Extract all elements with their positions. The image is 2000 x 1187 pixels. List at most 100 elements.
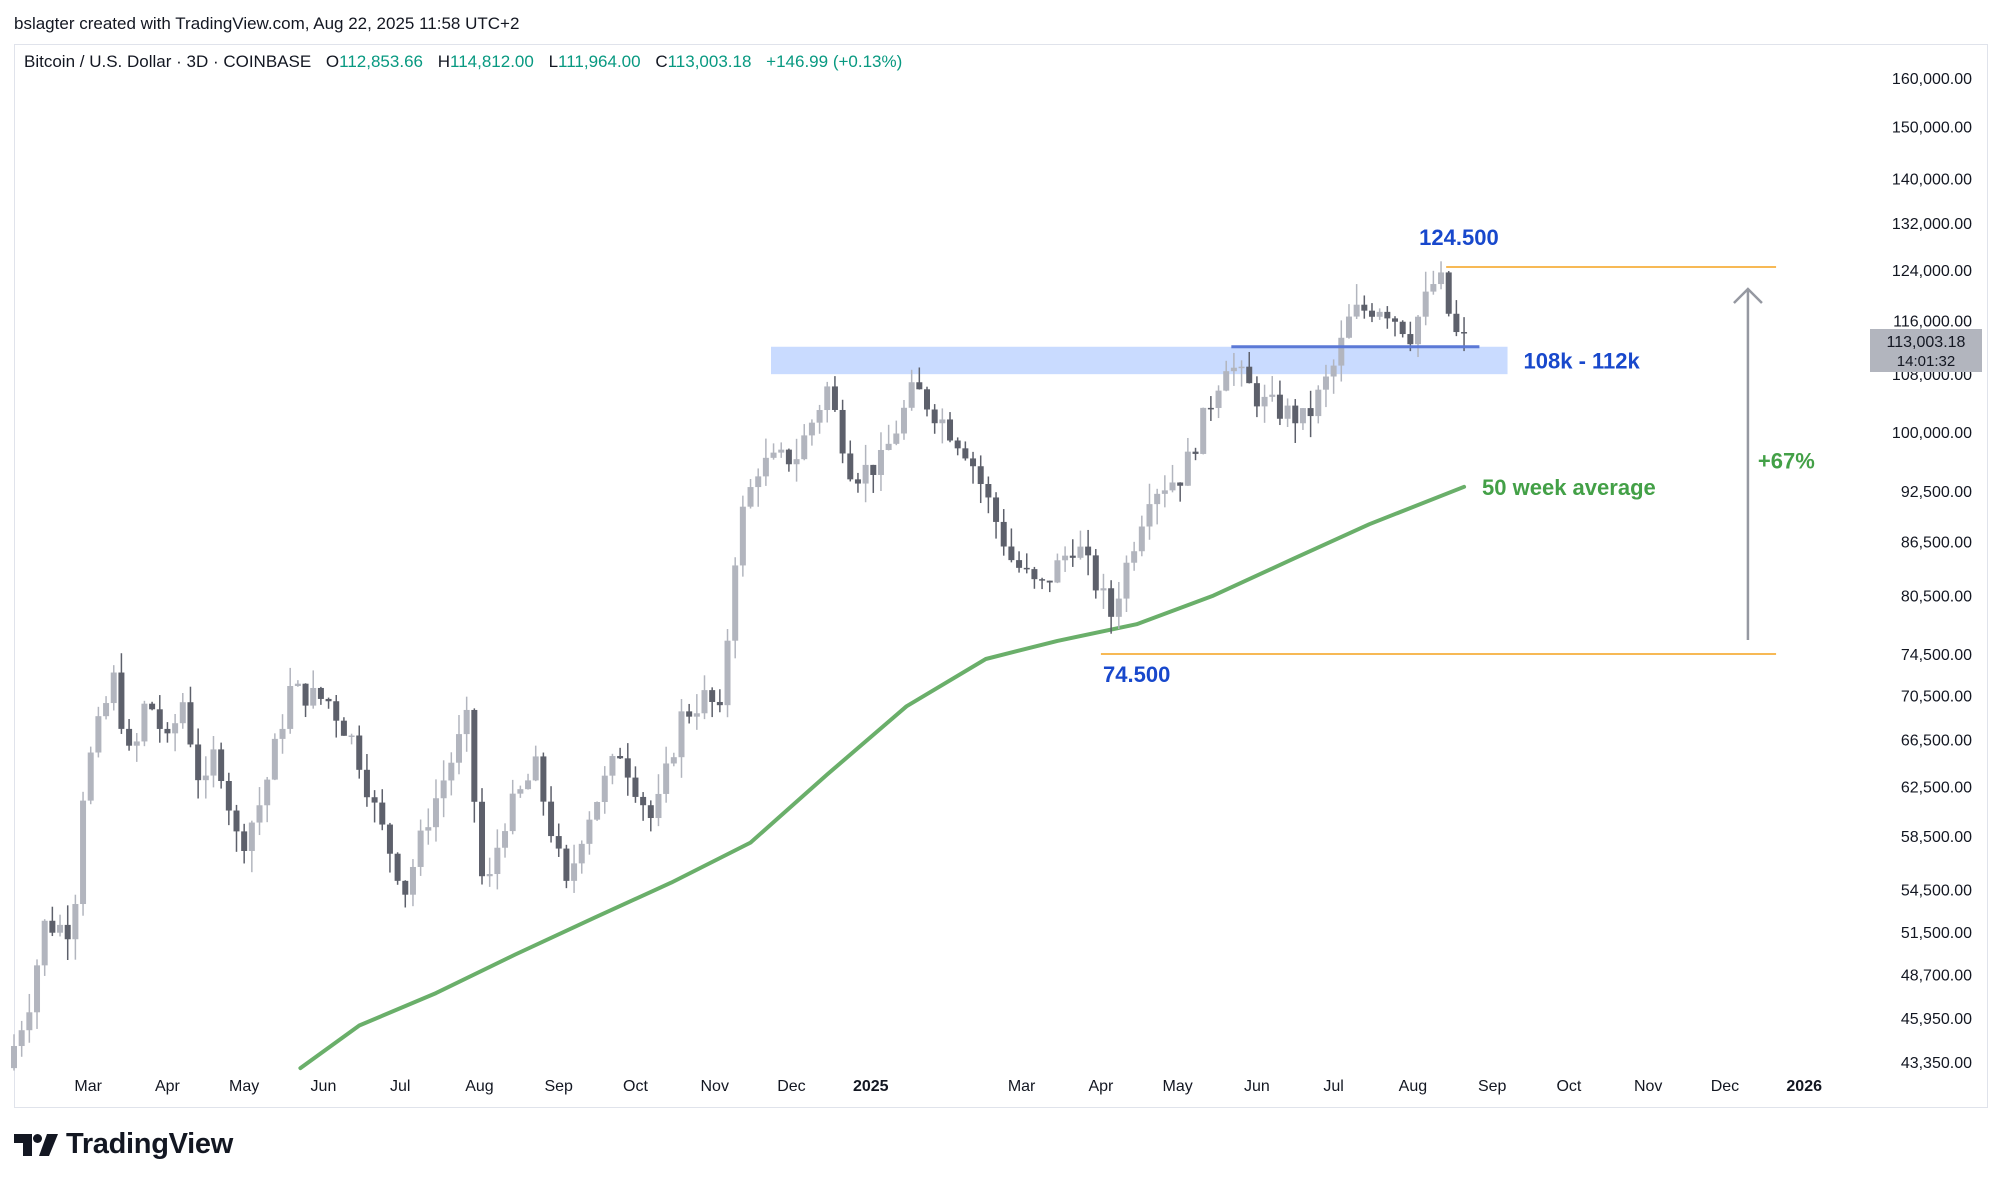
candle — [1376, 308, 1383, 320]
candle-body — [95, 716, 102, 753]
candle — [248, 820, 255, 873]
candle — [939, 408, 946, 444]
candle-body — [770, 452, 777, 458]
candle-body — [432, 798, 439, 828]
candle-body — [202, 775, 209, 781]
candle — [962, 441, 969, 461]
symbol-title[interactable]: Bitcoin / U.S. Dollar · 3D · COINBASE — [24, 52, 312, 71]
candle-body — [1200, 407, 1207, 454]
candle-body — [939, 419, 946, 424]
candle — [348, 733, 355, 745]
candle-body — [379, 802, 386, 825]
candle-body — [110, 672, 117, 704]
candle-body — [1430, 284, 1437, 292]
candle-body — [440, 780, 447, 799]
candle-body — [1338, 337, 1345, 366]
candle — [57, 914, 64, 937]
candle — [225, 772, 232, 826]
tradingview-logo[interactable]: TradingView — [14, 1128, 233, 1161]
y-axis-tick-label: 86,500.00 — [1901, 534, 1972, 551]
candle-body — [747, 487, 754, 507]
zone-label: 108k - 112k — [1524, 348, 1641, 373]
candle — [1161, 475, 1168, 508]
candle-body — [1192, 451, 1199, 454]
candle — [893, 420, 900, 446]
candle-body — [502, 831, 509, 848]
candle-body — [1092, 555, 1099, 591]
candle — [502, 823, 509, 858]
candle — [1115, 581, 1122, 630]
candle — [532, 745, 539, 782]
candle — [455, 715, 462, 775]
candle-body — [1299, 408, 1306, 424]
candle-body — [816, 410, 823, 423]
candle — [379, 789, 386, 831]
candle — [87, 746, 94, 805]
candle-body — [1376, 311, 1383, 317]
candle-body — [678, 711, 685, 758]
candle-body — [479, 801, 486, 877]
candle — [908, 369, 915, 411]
candle — [72, 894, 79, 960]
candle — [271, 733, 278, 781]
candle — [425, 808, 432, 845]
candle-body — [72, 904, 79, 940]
candle — [463, 696, 470, 752]
candle-body — [1246, 366, 1253, 384]
candle — [1253, 376, 1260, 418]
y-axis-tick-label: 45,950.00 — [1901, 1011, 1972, 1028]
candle-body — [977, 466, 984, 485]
high-label: H — [437, 52, 450, 71]
candle-body — [1069, 555, 1076, 558]
candle-body — [993, 497, 1000, 522]
candle — [1069, 539, 1076, 567]
candle — [778, 442, 785, 458]
chart-pane[interactable] — [14, 44, 1988, 1108]
candle — [632, 766, 639, 803]
candle — [1192, 447, 1199, 461]
candle-body — [1008, 546, 1015, 561]
candle — [808, 419, 815, 446]
candle — [1039, 577, 1046, 590]
candle-body — [371, 797, 378, 803]
candle — [885, 424, 892, 451]
candle — [1054, 553, 1061, 584]
candle-body — [824, 386, 831, 411]
candle — [578, 840, 585, 874]
y-axis-tick-label: 124,000.00 — [1892, 263, 1972, 280]
y-axis-tick-label: 80,500.00 — [1901, 589, 1972, 606]
candle-body — [1100, 588, 1107, 591]
moving-average-line — [298, 484, 1467, 1071]
candle — [900, 400, 907, 440]
candle-body — [1000, 521, 1007, 547]
candle — [479, 788, 486, 885]
symbol-legend: Bitcoin / U.S. Dollar · 3D · COINBASE O1… — [24, 52, 902, 72]
candle — [877, 432, 884, 491]
candle-body — [609, 756, 616, 776]
candle-body — [509, 793, 516, 832]
candle-body — [340, 720, 347, 736]
candle-body — [839, 409, 846, 454]
candle — [1177, 482, 1184, 502]
candle — [1230, 352, 1237, 386]
candle — [264, 776, 271, 823]
candle — [333, 695, 340, 738]
candle — [1422, 271, 1429, 326]
candle — [870, 464, 877, 493]
candle-body — [264, 779, 271, 806]
candle-body — [225, 781, 232, 811]
candle-body — [126, 728, 133, 746]
y-axis-tick-label: 92,500.00 — [1901, 484, 1972, 501]
candle — [686, 703, 693, 724]
candle — [1338, 320, 1345, 382]
x-axis-tick-label: Oct — [623, 1078, 648, 1095]
candle — [1146, 483, 1153, 540]
candle — [1353, 284, 1360, 319]
candle — [440, 760, 447, 818]
candle-body — [624, 758, 631, 778]
candle-body — [870, 464, 877, 475]
candle-body — [1368, 310, 1375, 317]
candle — [824, 381, 831, 423]
candle — [525, 773, 532, 790]
